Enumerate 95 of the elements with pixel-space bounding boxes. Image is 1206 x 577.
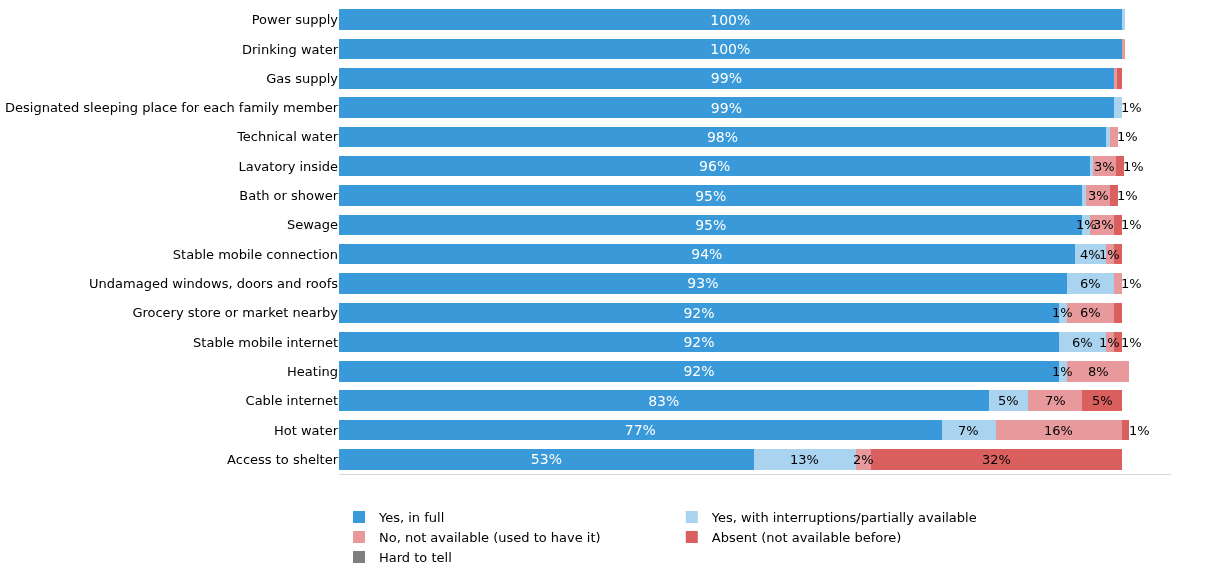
data-label: 32% <box>982 452 1011 467</box>
data-label: 13% <box>790 452 819 467</box>
data-label: 100% <box>710 40 751 57</box>
bar <box>339 449 754 470</box>
bar <box>339 9 1122 30</box>
data-label: 77% <box>624 422 656 439</box>
data-label: 1% <box>1052 305 1073 320</box>
bar <box>339 155 1091 177</box>
data-label: 92% <box>683 334 715 351</box>
bar <box>1116 68 1122 89</box>
bar <box>1113 97 1122 118</box>
data-label: 1% <box>1121 335 1142 350</box>
legend-label: Absent (not available before) <box>711 530 902 546</box>
bar <box>1113 273 1122 294</box>
data-label: 53% <box>530 451 562 468</box>
data-label: 4% <box>1080 247 1101 262</box>
y-tick-label: Cable internet <box>245 393 338 409</box>
legend-label: No, not available (used to have it) <box>379 530 601 546</box>
bar <box>339 38 1122 60</box>
bar <box>1082 390 1122 411</box>
data-label: 1% <box>1121 276 1142 291</box>
data-label: 6% <box>1080 305 1101 320</box>
y-tick-label: Lavatory inside <box>238 158 338 174</box>
y-tick-label: Drinking water <box>241 41 339 57</box>
bar <box>1066 273 1114 294</box>
legend-label: Yes, in full <box>378 510 445 526</box>
data-label: 7% <box>1045 393 1066 408</box>
data-label: 99% <box>710 99 742 116</box>
bar <box>1109 126 1118 148</box>
y-tick-label: Undamaged windows, doors and roofs <box>89 276 339 292</box>
data-label: 5% <box>998 393 1019 408</box>
data-label: 1% <box>1121 100 1142 115</box>
bar <box>871 449 1122 470</box>
data-label: 94% <box>691 246 723 263</box>
y-tick-label: Access to shelter <box>227 451 339 467</box>
y-tick-label: Bath or shower <box>239 188 339 204</box>
bar <box>339 419 942 441</box>
y-tick-label: Hot water <box>274 422 339 438</box>
y-tick-label: Power supply <box>251 12 339 28</box>
bar <box>1116 155 1124 177</box>
bar <box>339 273 1067 294</box>
bar <box>339 185 1083 206</box>
y-tick-label: Heating <box>287 363 338 379</box>
data-label: 1% <box>1117 129 1138 144</box>
data-label: 96% <box>699 158 731 175</box>
bar <box>339 243 1075 265</box>
y-tick-label: Sewage <box>286 217 338 233</box>
data-label: 83% <box>648 392 680 409</box>
bar <box>996 419 1122 441</box>
bar <box>339 390 989 411</box>
bar <box>339 331 1059 353</box>
data-label: 98% <box>706 128 739 145</box>
bar <box>339 97 1114 118</box>
data-label: 6% <box>1072 335 1093 350</box>
bar <box>1113 68 1117 89</box>
legend-label: Hard to tell <box>379 549 452 565</box>
bar <box>1113 302 1122 324</box>
legend-label: Yes, with interruptions/partially available <box>710 510 977 526</box>
data-label: 92% <box>683 304 715 321</box>
data-label: 7% <box>958 423 979 438</box>
data-label: 6% <box>1080 276 1101 291</box>
bar <box>1109 185 1118 206</box>
data-label: 1% <box>1117 188 1138 203</box>
bar <box>339 68 1114 89</box>
data-label: 2% <box>853 452 874 467</box>
data-label: 95% <box>695 216 727 233</box>
data-label: 3% <box>1088 188 1109 203</box>
data-label: 1% <box>1099 247 1120 262</box>
y-tick-label: Technical water <box>236 129 339 145</box>
y-tick-label: Stable mobile connection <box>172 246 338 262</box>
y-tick-label: Grocery store or market nearby <box>132 305 339 321</box>
bar <box>1027 390 1083 411</box>
data-label: 1% <box>1123 159 1144 174</box>
data-label: 93% <box>687 275 719 292</box>
y-tick-label: Gas supply <box>266 70 339 86</box>
data-label: 5% <box>1092 393 1113 408</box>
data-label: 1% <box>1052 364 1073 379</box>
bar <box>1090 155 1093 177</box>
bar <box>753 449 856 470</box>
data-label: 8% <box>1088 364 1109 379</box>
data-label: 99% <box>710 70 742 87</box>
data-label: 16% <box>1044 423 1073 438</box>
data-label: 92% <box>683 363 715 380</box>
data-label: 95% <box>695 187 727 204</box>
bar <box>1082 185 1087 206</box>
bar <box>1105 126 1110 148</box>
y-tick-label: Stable mobile internet <box>193 334 338 350</box>
y-tick-label: Designated sleeping place for each family member <box>5 100 339 116</box>
data-label: 1% <box>1099 335 1120 350</box>
bar <box>1113 214 1122 236</box>
data-label: 3% <box>1094 159 1115 174</box>
data-label: 100% <box>710 11 751 28</box>
bar <box>339 126 1106 148</box>
data-label: 1% <box>1121 217 1142 232</box>
data-label: 1% <box>1129 423 1150 438</box>
